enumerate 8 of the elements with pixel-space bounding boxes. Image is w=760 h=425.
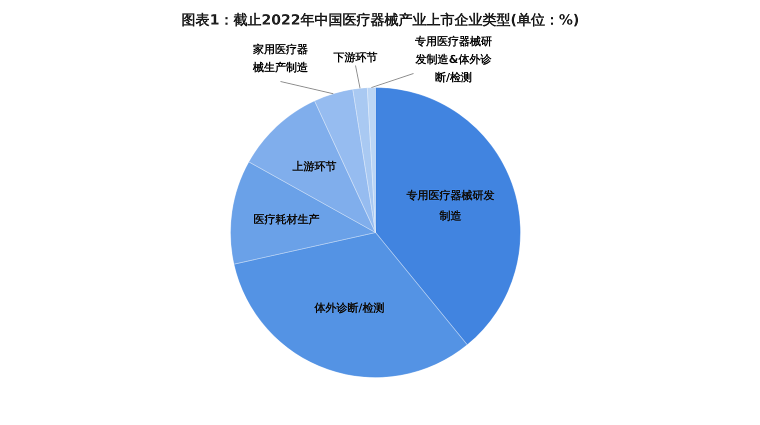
slice-label: 下游环节	[332, 51, 378, 64]
slice-label: 体外诊断/检测	[313, 301, 384, 314]
slice-label: 医疗耗材生产	[254, 213, 320, 226]
slice-label: 上游环节	[291, 160, 336, 174]
chart-title: 图表1：截止2022年中国医疗器械产业上市企业类型(单位：%)	[182, 12, 580, 28]
slice-label: 专用医疗器械研发制造&体外诊断/检测	[414, 34, 492, 84]
slice-label: 专用医疗器械研发制造	[406, 188, 495, 223]
slice-label: 家用医疗器械生产制造	[252, 42, 309, 74]
